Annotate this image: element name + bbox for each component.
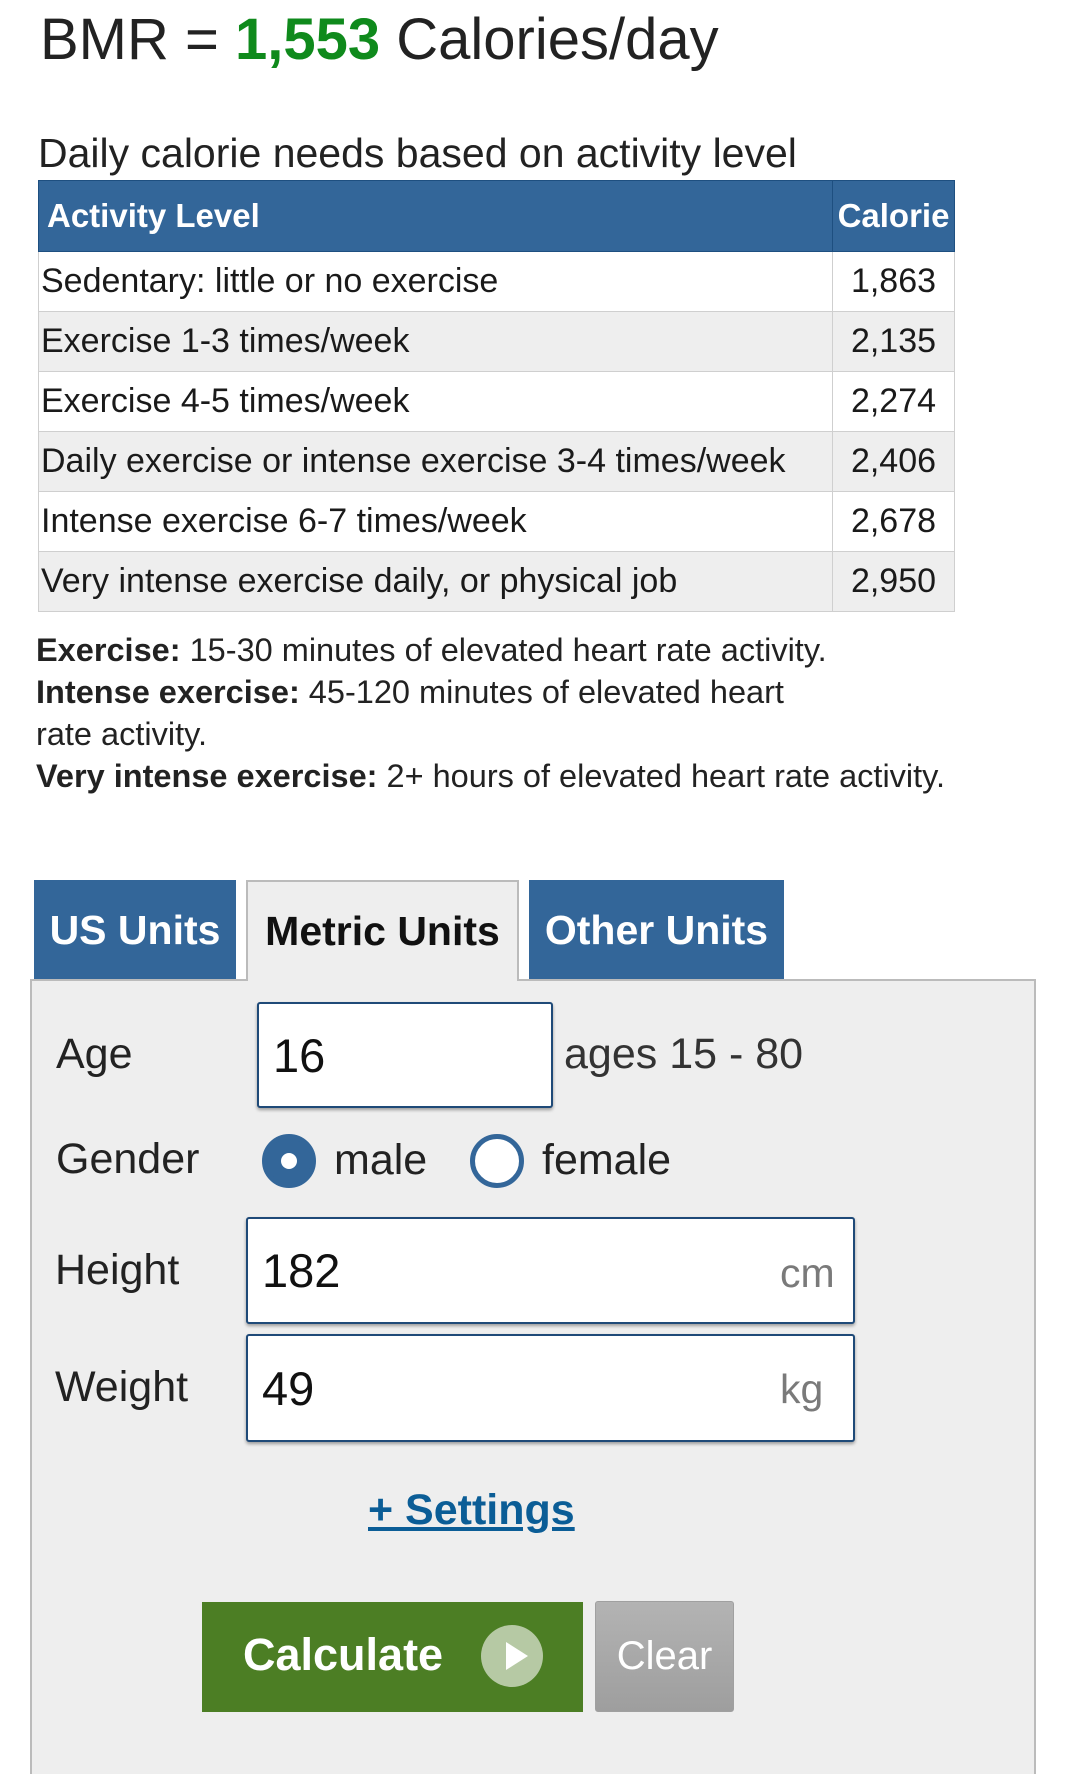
activity-cell: Intense exercise 6-7 times/week	[38, 491, 833, 552]
weight-unit: kg	[780, 1366, 824, 1412]
activity-cell: Daily exercise or intense exercise 3-4 t…	[38, 431, 833, 492]
age-range-hint: ages 15 - 80	[564, 1030, 804, 1078]
table-row: Intense exercise 6-7 times/week 2,678	[38, 491, 955, 552]
height-label: Height	[55, 1246, 180, 1294]
gender-male-label[interactable]: male	[334, 1136, 428, 1184]
calculate-label: Calculate	[243, 1629, 444, 1680]
calorie-cell: 2,678	[832, 491, 955, 552]
bmr-prefix: BMR =	[40, 7, 235, 72]
weight-label: Weight	[55, 1363, 189, 1411]
age-input[interactable]	[257, 1002, 553, 1108]
gender-label: Gender	[56, 1135, 200, 1183]
tab-us-units[interactable]: US Units	[34, 880, 236, 980]
table-row: Daily exercise or intense exercise 3-4 t…	[38, 431, 955, 492]
clear-button[interactable]: Clear	[595, 1601, 734, 1712]
calorie-cell: 2,950	[832, 551, 955, 612]
height-input[interactable]	[246, 1217, 855, 1324]
age-label: Age	[56, 1030, 133, 1078]
table-row: Exercise 4-5 times/week 2,274	[38, 371, 955, 432]
bmr-result: BMR = 1,553 Calories/day	[40, 2, 719, 78]
activity-level-header: Activity Level	[38, 180, 833, 252]
activity-cell: Exercise 1-3 times/week	[38, 311, 833, 372]
bmr-value: 1,553	[235, 7, 381, 72]
gender-female-label[interactable]: female	[542, 1136, 672, 1184]
note-term: Exercise:	[36, 632, 181, 668]
activity-cell: Very intense exercise daily, or physical…	[38, 551, 833, 612]
settings-link[interactable]: + Settings	[368, 1486, 575, 1534]
calorie-cell: 2,406	[832, 431, 955, 492]
exercise-definitions: Exercise: 15-30 minutes of elevated hear…	[36, 629, 1036, 797]
note-text: 2+ hours of elevated heart rate activity…	[377, 758, 946, 794]
activity-table-caption: Daily calorie needs based on activity le…	[38, 130, 797, 176]
height-unit: cm	[780, 1250, 835, 1296]
tab-metric-units[interactable]: Metric Units	[246, 880, 519, 981]
activity-calorie-table: Activity Level Calorie Sedentary: little…	[38, 180, 955, 612]
weight-input[interactable]	[246, 1334, 855, 1442]
calculate-button[interactable]: Calculate	[202, 1602, 583, 1712]
play-circle-icon	[481, 1625, 543, 1687]
bmr-suffix: Calories/day	[380, 7, 719, 72]
table-header-row: Activity Level Calorie	[38, 180, 955, 252]
note-exercise: Exercise: 15-30 minutes of elevated hear…	[36, 629, 1036, 671]
note-intense-exercise: Intense exercise: 45-120 minutes of elev…	[36, 671, 836, 755]
note-term: Intense exercise:	[36, 674, 300, 710]
calorie-cell: 2,274	[832, 371, 955, 432]
note-text: 45-120 minutes of elevated heart rate ac…	[36, 674, 784, 752]
note-term: Very intense exercise:	[36, 758, 378, 794]
calorie-header: Calorie	[832, 180, 955, 252]
table-row: Very intense exercise daily, or physical…	[38, 551, 955, 612]
note-text: 15-30 minutes of elevated heart rate act…	[180, 632, 827, 668]
table-row: Exercise 1-3 times/week 2,135	[38, 311, 955, 372]
calorie-cell: 2,135	[832, 311, 955, 372]
gender-female-radio[interactable]	[470, 1134, 524, 1188]
calorie-cell: 1,863	[832, 251, 955, 312]
tab-other-units[interactable]: Other Units	[529, 880, 784, 980]
note-very-intense-exercise: Very intense exercise: 2+ hours of eleva…	[36, 755, 1036, 797]
activity-cell: Sedentary: little or no exercise	[38, 251, 833, 312]
gender-male-radio[interactable]	[262, 1134, 316, 1188]
activity-cell: Exercise 4-5 times/week	[38, 371, 833, 432]
table-row: Sedentary: little or no exercise 1,863	[38, 251, 955, 312]
